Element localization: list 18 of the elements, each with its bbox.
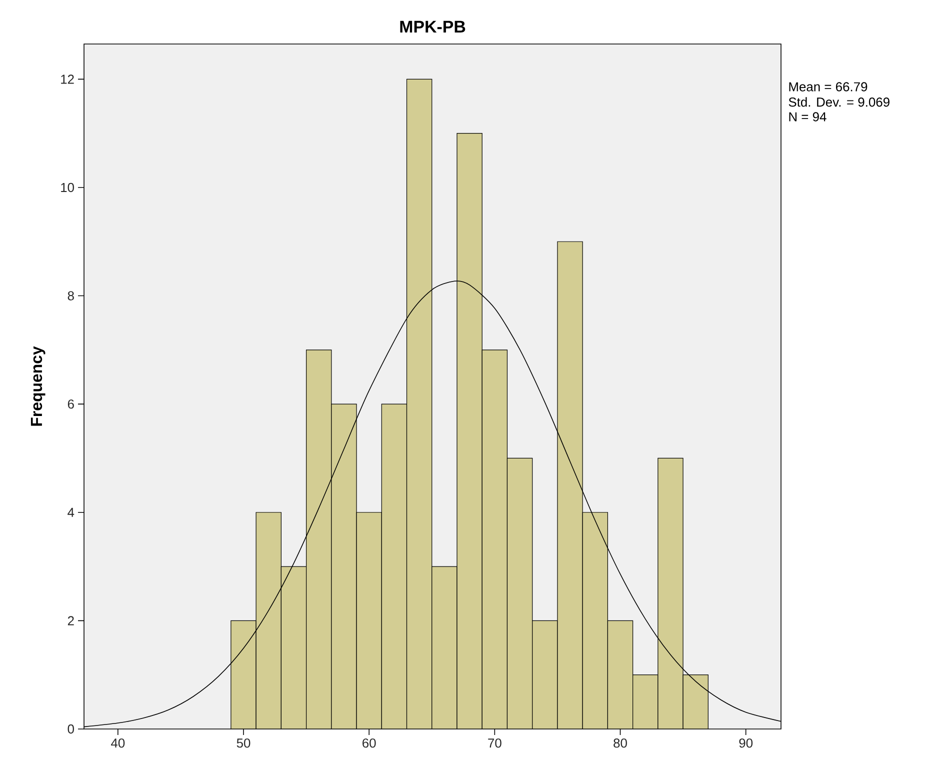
- y-axis-title: Frequency: [30, 346, 46, 426]
- y-tick-label: 6: [68, 399, 74, 409]
- text: N = 94: [789, 112, 826, 122]
- y-tick-label: 4: [68, 508, 74, 517]
- y-tick-label: 12: [61, 74, 74, 84]
- chart-title: MPK-PB: [400, 20, 466, 32]
- x-tick-label: 90: [739, 738, 753, 748]
- y-tick-label: 0: [68, 724, 74, 734]
- x-tick-label: 60: [362, 738, 376, 748]
- x-tick-label: 70: [488, 738, 502, 748]
- y-tick-label: 10: [61, 182, 74, 192]
- x-tick-label: 80: [614, 738, 627, 748]
- text: Std. Dev. = 9.069: [788, 97, 890, 107]
- text: Mean = 66.79: [789, 82, 868, 92]
- y-tick-label: 2: [68, 616, 74, 626]
- x-tick-label: 50: [236, 738, 250, 748]
- y-tick-label: 8: [68, 291, 74, 300]
- x-tick-label: 40: [111, 738, 125, 748]
